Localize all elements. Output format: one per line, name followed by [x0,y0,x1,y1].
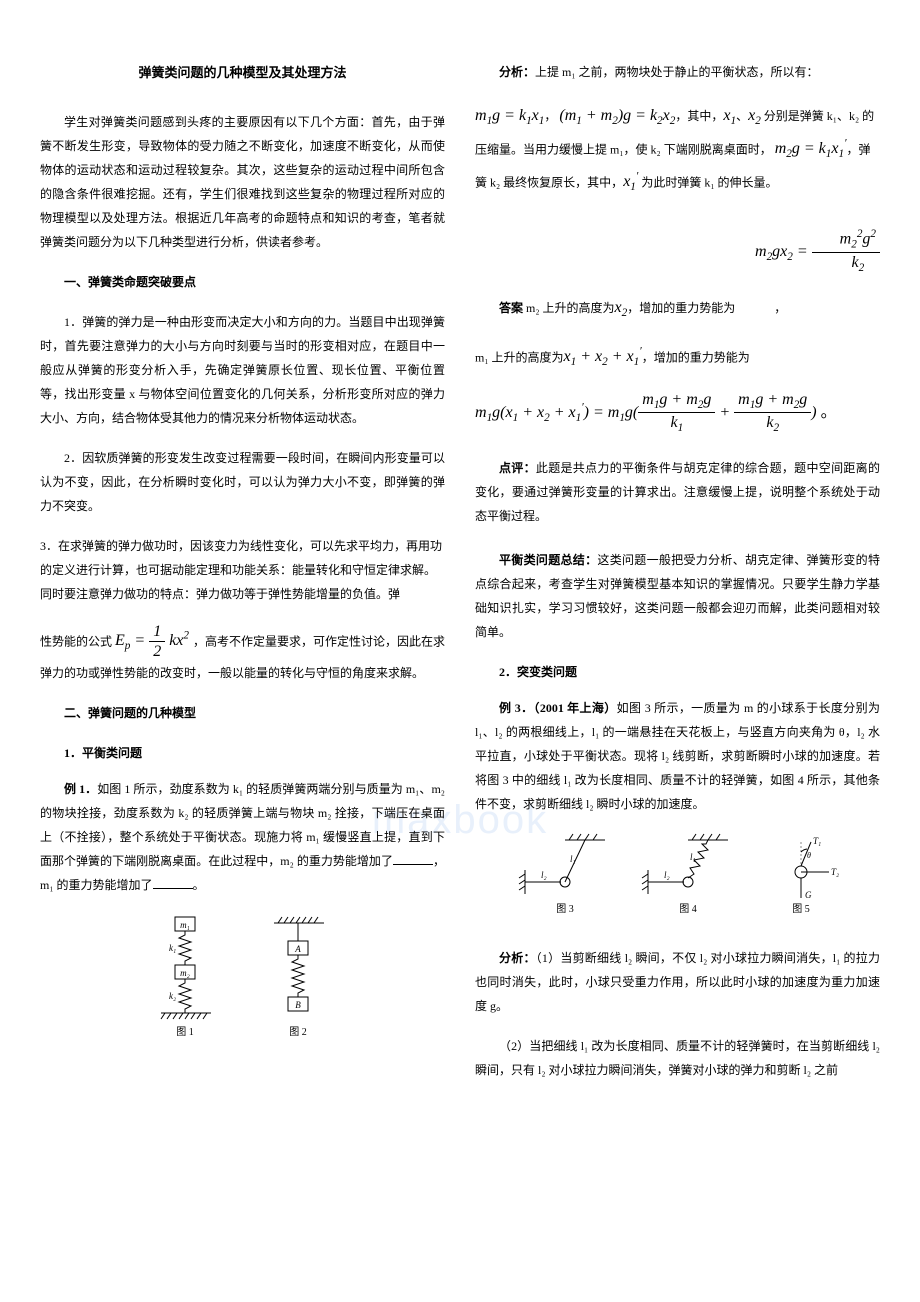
summary: 平衡类问题总结：这类问题一般把受力分析、胡克定律、弹簧形变的特点综合起来，考查学… [475,548,880,644]
answer-label: 答案 [499,301,523,315]
svg-text:k₂: k₂ [169,991,176,1001]
svg-text:A: A [294,944,301,954]
point-1: 1．弹簧的弹力是一种由形变而决定大小和方向的力。当题目中出现弹簧时，首先要注意弹… [40,310,445,430]
figure-5-svg: T₁ T₂ G θ 图 5 [761,832,841,922]
section-1-heading: 一、弹簧类命题突破要点 [40,270,445,294]
svg-text:l₂: l₂ [664,870,670,880]
figure-4-svg: l₁ l₂ 图 4 [638,832,738,922]
left-column: 弹簧类问题的几种模型及其处理方法 学生对弹簧类问题感到头疼的主要原因有以下几个方… [40,60,445,1098]
svg-text:m₂: m₂ [180,968,190,978]
svg-text:图 5: 图 5 [792,903,810,915]
example-1-label: 例 1． [64,782,97,796]
an1f: 为此时弹簧 k₁ 的伸长量。 [638,175,777,189]
figure-2-svg: A B 图 2 [254,913,344,1043]
big-formula: m1g(x1 + x2 + x1′) = m1g(m1g + m2gk1 + m… [475,390,880,436]
figure-3-svg: l₁ l₂ 图 3 [515,832,615,922]
comment: 点评：此题是共点力的平衡条件与胡克定律的综合题，题中空间距离的变化，要通过弹簧形… [475,456,880,528]
summary-label: 平衡类问题总结： [499,553,597,567]
svg-text:l₁: l₁ [690,852,696,862]
answer-line-2: m₁ 上升的高度为x1 + x2 + x1′，增加的重力势能为 [475,341,880,374]
example-1: 例 1．如图 1 所示，劲度系数为 k₁ 的轻质弹簧两端分别与质量为 m₁、m₂… [40,777,445,897]
analysis-eq-1: m1g = k1x1， (m1 + m2)g = k2x2，其中，x1、x2 分… [475,100,880,198]
ans-d: ，增加的重力势能为 [642,350,750,364]
svg-text:T₁: T₁ [813,836,821,846]
an1a: 上提 m₁ 之前，两物块处于静止的平衡状态，所以有： [535,65,819,79]
svg-text:l₂: l₂ [541,870,547,880]
svg-text:k₁: k₁ [169,943,176,953]
subsection-1: 1．平衡类问题 [40,741,445,765]
figures-3-4-5: l₁ l₂ 图 3 l₁ l₂ 图 4 T₁ T₂ G [475,832,880,930]
example-1-end: 。 [193,878,205,892]
svg-text:T₂: T₂ [831,867,839,877]
fig1-label: 图 1 [176,1026,194,1038]
svg-text:G: G [805,890,812,900]
analysis-3-label: 分析： [499,951,536,965]
example-3: 例 3．（2001 年上海）如图 3 所示，一质量为 m 的小球系于长度分别为 … [475,696,880,816]
figures-1-2: m₁ k₁ m₂ k₂ 图 1 [40,913,445,1051]
svg-text:图 3: 图 3 [556,903,574,915]
an3a: （1）当剪断细线 l₂ 瞬间，不仅 l₂ 对小球拉力瞬间消失，l₁ 的拉力也同时… [475,951,880,1013]
svg-text:θ: θ [807,851,811,860]
point-2: 2．因软质弹簧的形变发生改变过程需要一段时间，在瞬间内形变量可以认为不变，因此，… [40,446,445,518]
an1c: 、 [736,109,748,123]
analysis-3-2: （2）当把细线 l₁ 改为长度相同、质量不计的轻弹簧时，在当剪断细线 l₂ 瞬间… [475,1034,880,1082]
example-3-body: 如图 3 所示，一质量为 m 的小球系于长度分别为 l₁、l₂ 的两根细线上，l… [475,701,880,811]
example-3-label: 例 3．（2001 年上海） [499,701,617,715]
ans-b: ，增加的重力势能为 [627,301,735,315]
intro-para: 学生对弹簧类问题感到头疼的主要原因有以下几个方面：首先，由于弹簧不断发生形变，导… [40,110,445,254]
svg-text:B: B [295,1000,301,1010]
point-3b: 性势能的公式 Ep = 12 kx2 ，高考不作定量要求，可作定性讨论，因此在求… [40,622,445,685]
fig2-label: 图 2 [289,1026,307,1038]
svg-text:m₁: m₁ [180,920,190,930]
blank-1 [393,864,433,865]
right-column: 分析：上提 m₁ 之前，两物块处于静止的平衡状态，所以有： m1g = k1x1… [475,60,880,1098]
blank-2 [153,888,193,889]
an1b: ，其中， [675,109,723,123]
ep-formula: Ep = 12 kx2 [115,632,193,649]
svg-text:l₁: l₁ [570,854,576,864]
svg-text:图 4: 图 4 [679,903,697,915]
subsection-2: 2．突变类问题 [475,660,880,684]
comment-label: 点评： [499,461,536,475]
ans-a: m₂ 上升的高度为 [523,301,615,315]
doc-title: 弹簧类问题的几种模型及其处理方法 [40,60,445,86]
point-3b-text: 性势能的公式 [40,634,112,648]
point-3a: 3．在求弹簧的弹力做功时，因该变力为线性变化，可以先求平均力，再用功的定义进行计… [40,534,445,606]
analysis-3-1: 分析：（1）当剪断细线 l₂ 瞬间，不仅 l₂ 对小球拉力瞬间消失，l₁ 的拉力… [475,946,880,1018]
answer-formula-line: m2gx2 = m22g2k2 [475,228,880,276]
example-1-body: 如图 1 所示，劲度系数为 k₁ 的轻质弹簧两端分别与质量为 m₁、m₂ 的物块… [40,782,445,868]
figure-1-svg: m₁ k₁ m₂ k₂ 图 1 [141,913,231,1043]
comment-body: 此题是共点力的平衡条件与胡克定律的综合题，题中空间距离的变化，要通过弹簧形变量的… [475,461,880,523]
analysis-label: 分析： [499,65,535,79]
analysis-1: 分析：上提 m₁ 之前，两物块处于静止的平衡状态，所以有： [475,60,880,84]
ans-c: m₁ 上升的高度为 [475,350,564,364]
section-2-heading: 二、弹簧问题的几种模型 [40,701,445,725]
answer-line: 答案 m₂ 上升的高度为x2，增加的重力势能为 ， [475,292,880,325]
